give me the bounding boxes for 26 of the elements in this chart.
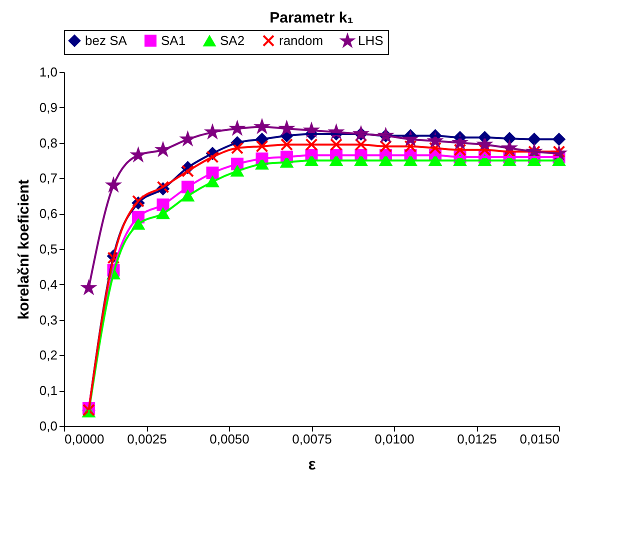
y-tick-label: 1,0 [39,64,58,80]
legend-label: SA2 [220,33,245,48]
y-tick-label: 0,8 [39,135,58,150]
y-tick-label: 0,0 [39,418,58,434]
y-tick-label: 0,6 [39,206,58,222]
y-tick-label: 0,7 [39,170,58,186]
legend-label: SA1 [161,32,186,48]
x-tick-label: 0,0150 [520,432,560,446]
x-tick-label: 0,0000 [64,432,104,446]
legend-label: LHS [358,33,384,48]
y-tick-label: 0,5 [39,242,58,256]
y-tick-label: 0,9 [39,100,58,115]
x-tick-label: 0,0025 [127,432,167,446]
y-tick-label: 0,1 [39,383,58,398]
y-tick-label: 0,4 [39,276,58,292]
x-tick-label: 0,0050 [210,432,250,446]
x-tick-label: 0,0100 [374,432,414,446]
legend-label: bez SA [85,32,128,48]
chart-title: Parametr k₁ [270,10,354,26]
x-tick-label: 0,0075 [292,432,332,446]
y-tick-label: 0,3 [39,312,58,328]
y-axis-title: korelační koeficient [15,179,32,320]
x-tick-label: 0,0125 [457,432,497,446]
y-tick-label: 0,2 [39,348,58,363]
legend-label: random [279,32,324,48]
x-axis-title: ε [308,456,316,474]
